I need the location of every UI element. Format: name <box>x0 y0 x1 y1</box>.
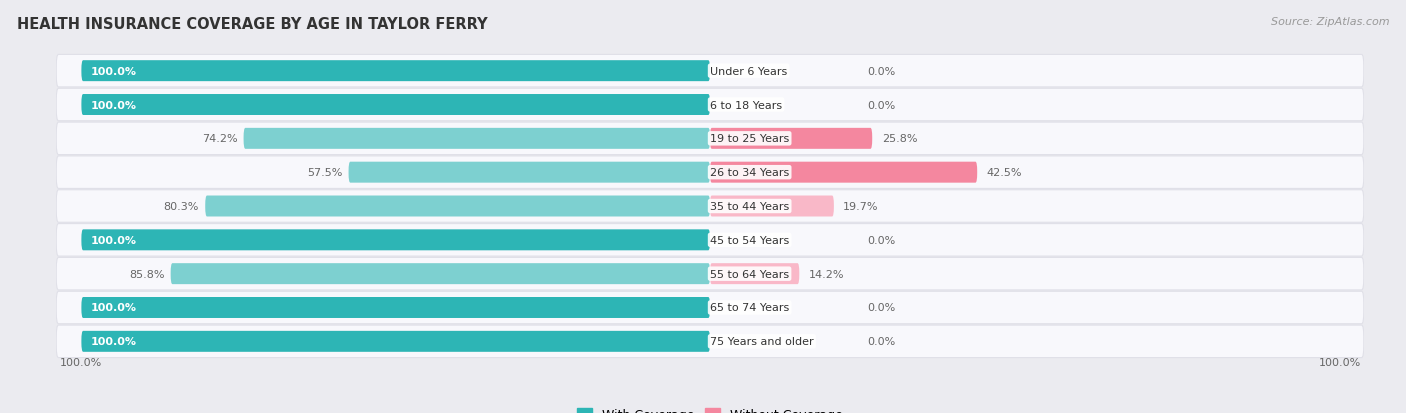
Text: 100.0%: 100.0% <box>1319 357 1361 367</box>
FancyBboxPatch shape <box>170 263 710 285</box>
Text: Source: ZipAtlas.com: Source: ZipAtlas.com <box>1271 17 1389 26</box>
FancyBboxPatch shape <box>56 89 1364 121</box>
Text: 100.0%: 100.0% <box>91 100 136 110</box>
Text: 55 to 64 Years: 55 to 64 Years <box>710 269 789 279</box>
FancyBboxPatch shape <box>710 196 834 217</box>
FancyBboxPatch shape <box>82 331 710 352</box>
Text: 45 to 54 Years: 45 to 54 Years <box>710 235 789 245</box>
Legend: With Coverage, Without Coverage: With Coverage, Without Coverage <box>572 404 848 413</box>
Text: 25.8%: 25.8% <box>882 134 917 144</box>
FancyBboxPatch shape <box>56 123 1364 155</box>
FancyBboxPatch shape <box>82 61 710 82</box>
FancyBboxPatch shape <box>710 162 977 183</box>
Text: 6 to 18 Years: 6 to 18 Years <box>710 100 782 110</box>
Text: 0.0%: 0.0% <box>868 66 896 76</box>
FancyBboxPatch shape <box>56 325 1364 358</box>
Text: 85.8%: 85.8% <box>129 269 165 279</box>
Text: 100.0%: 100.0% <box>91 337 136 347</box>
Text: 19 to 25 Years: 19 to 25 Years <box>710 134 789 144</box>
Text: Under 6 Years: Under 6 Years <box>710 66 787 76</box>
Text: 35 to 44 Years: 35 to 44 Years <box>710 202 789 211</box>
FancyBboxPatch shape <box>710 128 872 150</box>
Text: 65 to 74 Years: 65 to 74 Years <box>710 303 789 313</box>
FancyBboxPatch shape <box>56 258 1364 290</box>
Text: 57.5%: 57.5% <box>307 168 342 178</box>
Text: HEALTH INSURANCE COVERAGE BY AGE IN TAYLOR FERRY: HEALTH INSURANCE COVERAGE BY AGE IN TAYL… <box>17 17 488 31</box>
Text: 0.0%: 0.0% <box>868 337 896 347</box>
FancyBboxPatch shape <box>82 230 710 251</box>
Text: 0.0%: 0.0% <box>868 235 896 245</box>
Text: 75 Years and older: 75 Years and older <box>710 337 814 347</box>
Text: 74.2%: 74.2% <box>201 134 238 144</box>
FancyBboxPatch shape <box>56 55 1364 88</box>
FancyBboxPatch shape <box>56 190 1364 223</box>
Text: 14.2%: 14.2% <box>808 269 844 279</box>
FancyBboxPatch shape <box>56 292 1364 324</box>
FancyBboxPatch shape <box>205 196 710 217</box>
FancyBboxPatch shape <box>349 162 710 183</box>
FancyBboxPatch shape <box>56 224 1364 256</box>
FancyBboxPatch shape <box>56 157 1364 189</box>
Text: 100.0%: 100.0% <box>91 303 136 313</box>
Text: 26 to 34 Years: 26 to 34 Years <box>710 168 789 178</box>
Text: 0.0%: 0.0% <box>868 303 896 313</box>
Text: 80.3%: 80.3% <box>163 202 198 211</box>
FancyBboxPatch shape <box>243 128 710 150</box>
Text: 0.0%: 0.0% <box>868 100 896 110</box>
Text: 100.0%: 100.0% <box>59 357 101 367</box>
FancyBboxPatch shape <box>82 95 710 116</box>
Text: 42.5%: 42.5% <box>987 168 1022 178</box>
Text: 100.0%: 100.0% <box>91 66 136 76</box>
Text: 19.7%: 19.7% <box>844 202 879 211</box>
FancyBboxPatch shape <box>710 263 799 285</box>
FancyBboxPatch shape <box>82 297 710 318</box>
Text: 100.0%: 100.0% <box>91 235 136 245</box>
